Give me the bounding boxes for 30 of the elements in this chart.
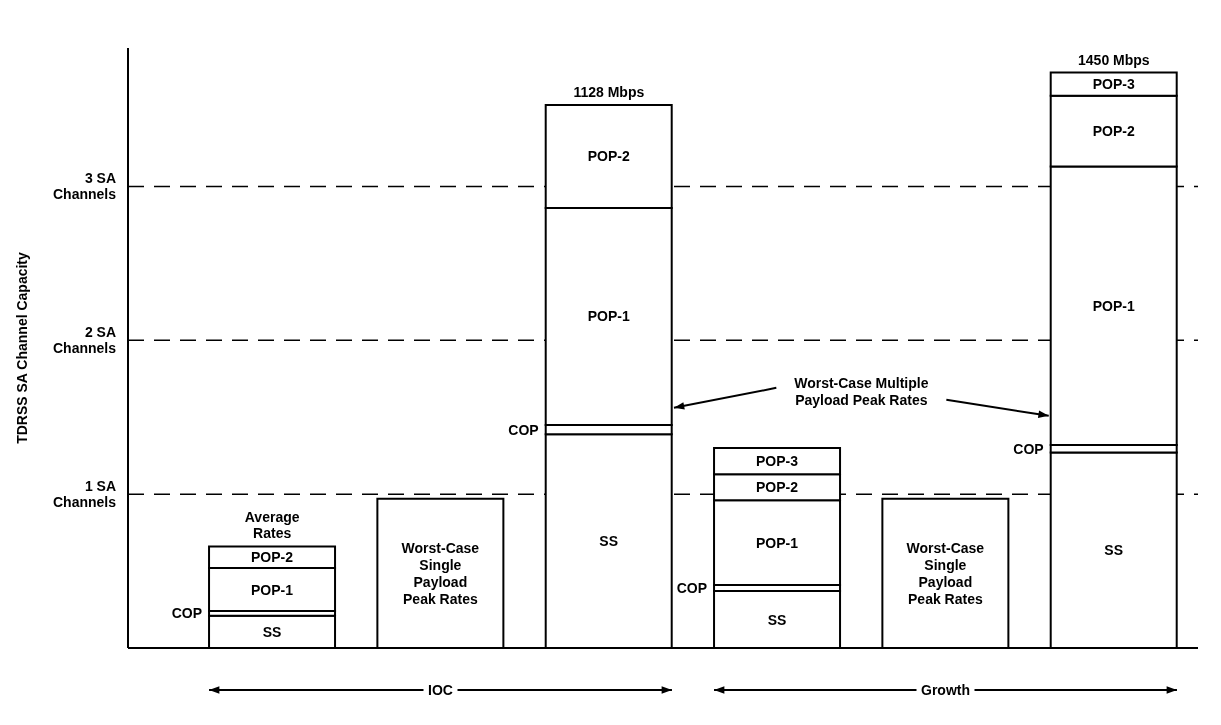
text: SS [767,611,787,628]
y-tick-label: 3 SA Channels [52,170,117,203]
series-label: POP-1 [251,581,294,598]
annotation: 1450 Mbps [1078,51,1150,68]
y-tick-label: 2 SA Channels [52,324,117,357]
text: POP-2 [756,479,799,496]
series-label: COP [171,605,203,622]
text: POP-1 [587,308,630,325]
text: POP-2 [587,148,630,165]
annotation: Average Rates [244,509,300,542]
text: COP [508,421,539,438]
text: POP-2 [1092,123,1135,140]
y-axis-title: TDRSS SA Channel Capacity [13,251,30,444]
text: POP-3 [756,453,799,470]
text: Worst-Case Single Payload Peak Rates [906,539,985,607]
text: POP-1 [1092,297,1135,314]
annotation: 1128 Mbps [573,83,645,100]
text: IOC [428,682,453,698]
annotation: Worst-Case Multiple Payload Peak Rates [794,374,929,408]
text: Growth [921,682,970,698]
series-label: POP-2 [251,549,294,566]
text: COP [676,580,708,596]
series-label: SS [262,623,282,640]
text: SS [599,533,619,550]
series-label: Worst-Case Single Payload Peak Rates [401,539,480,607]
text: SS [1104,542,1124,559]
y-tick-label: 1 SA Channels [52,478,117,511]
text: POP-1 [756,534,799,551]
series-label: POP-3 [1092,76,1135,93]
text: COP [1013,440,1044,457]
